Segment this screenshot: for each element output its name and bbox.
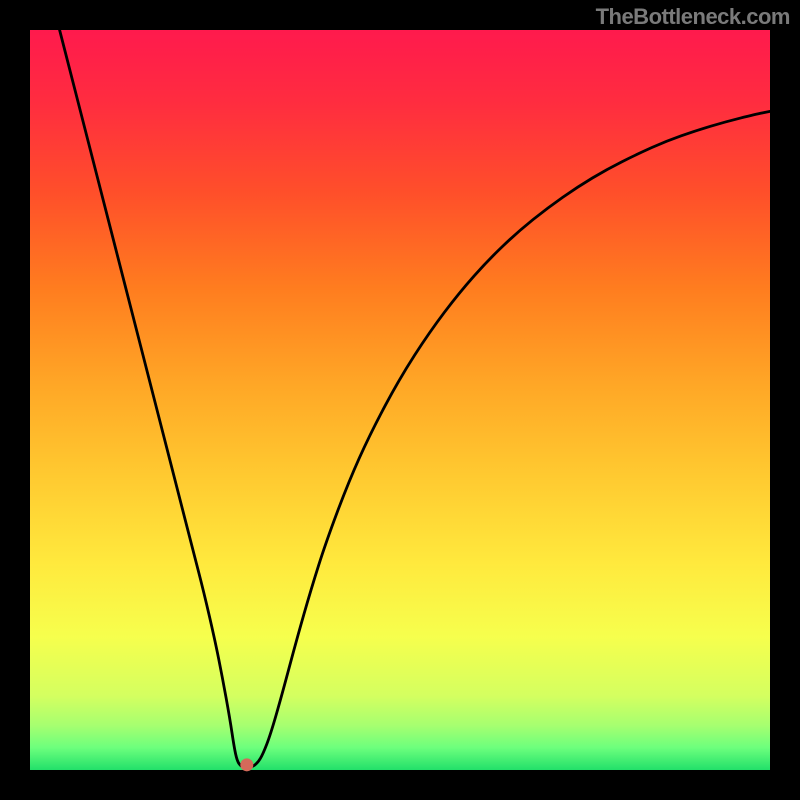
- plot-background: [30, 30, 770, 770]
- watermark-text: TheBottleneck.com: [596, 4, 790, 30]
- chart-container: TheBottleneck.com: [0, 0, 800, 800]
- chart-svg: [0, 0, 800, 800]
- optimal-point-marker: [240, 758, 253, 771]
